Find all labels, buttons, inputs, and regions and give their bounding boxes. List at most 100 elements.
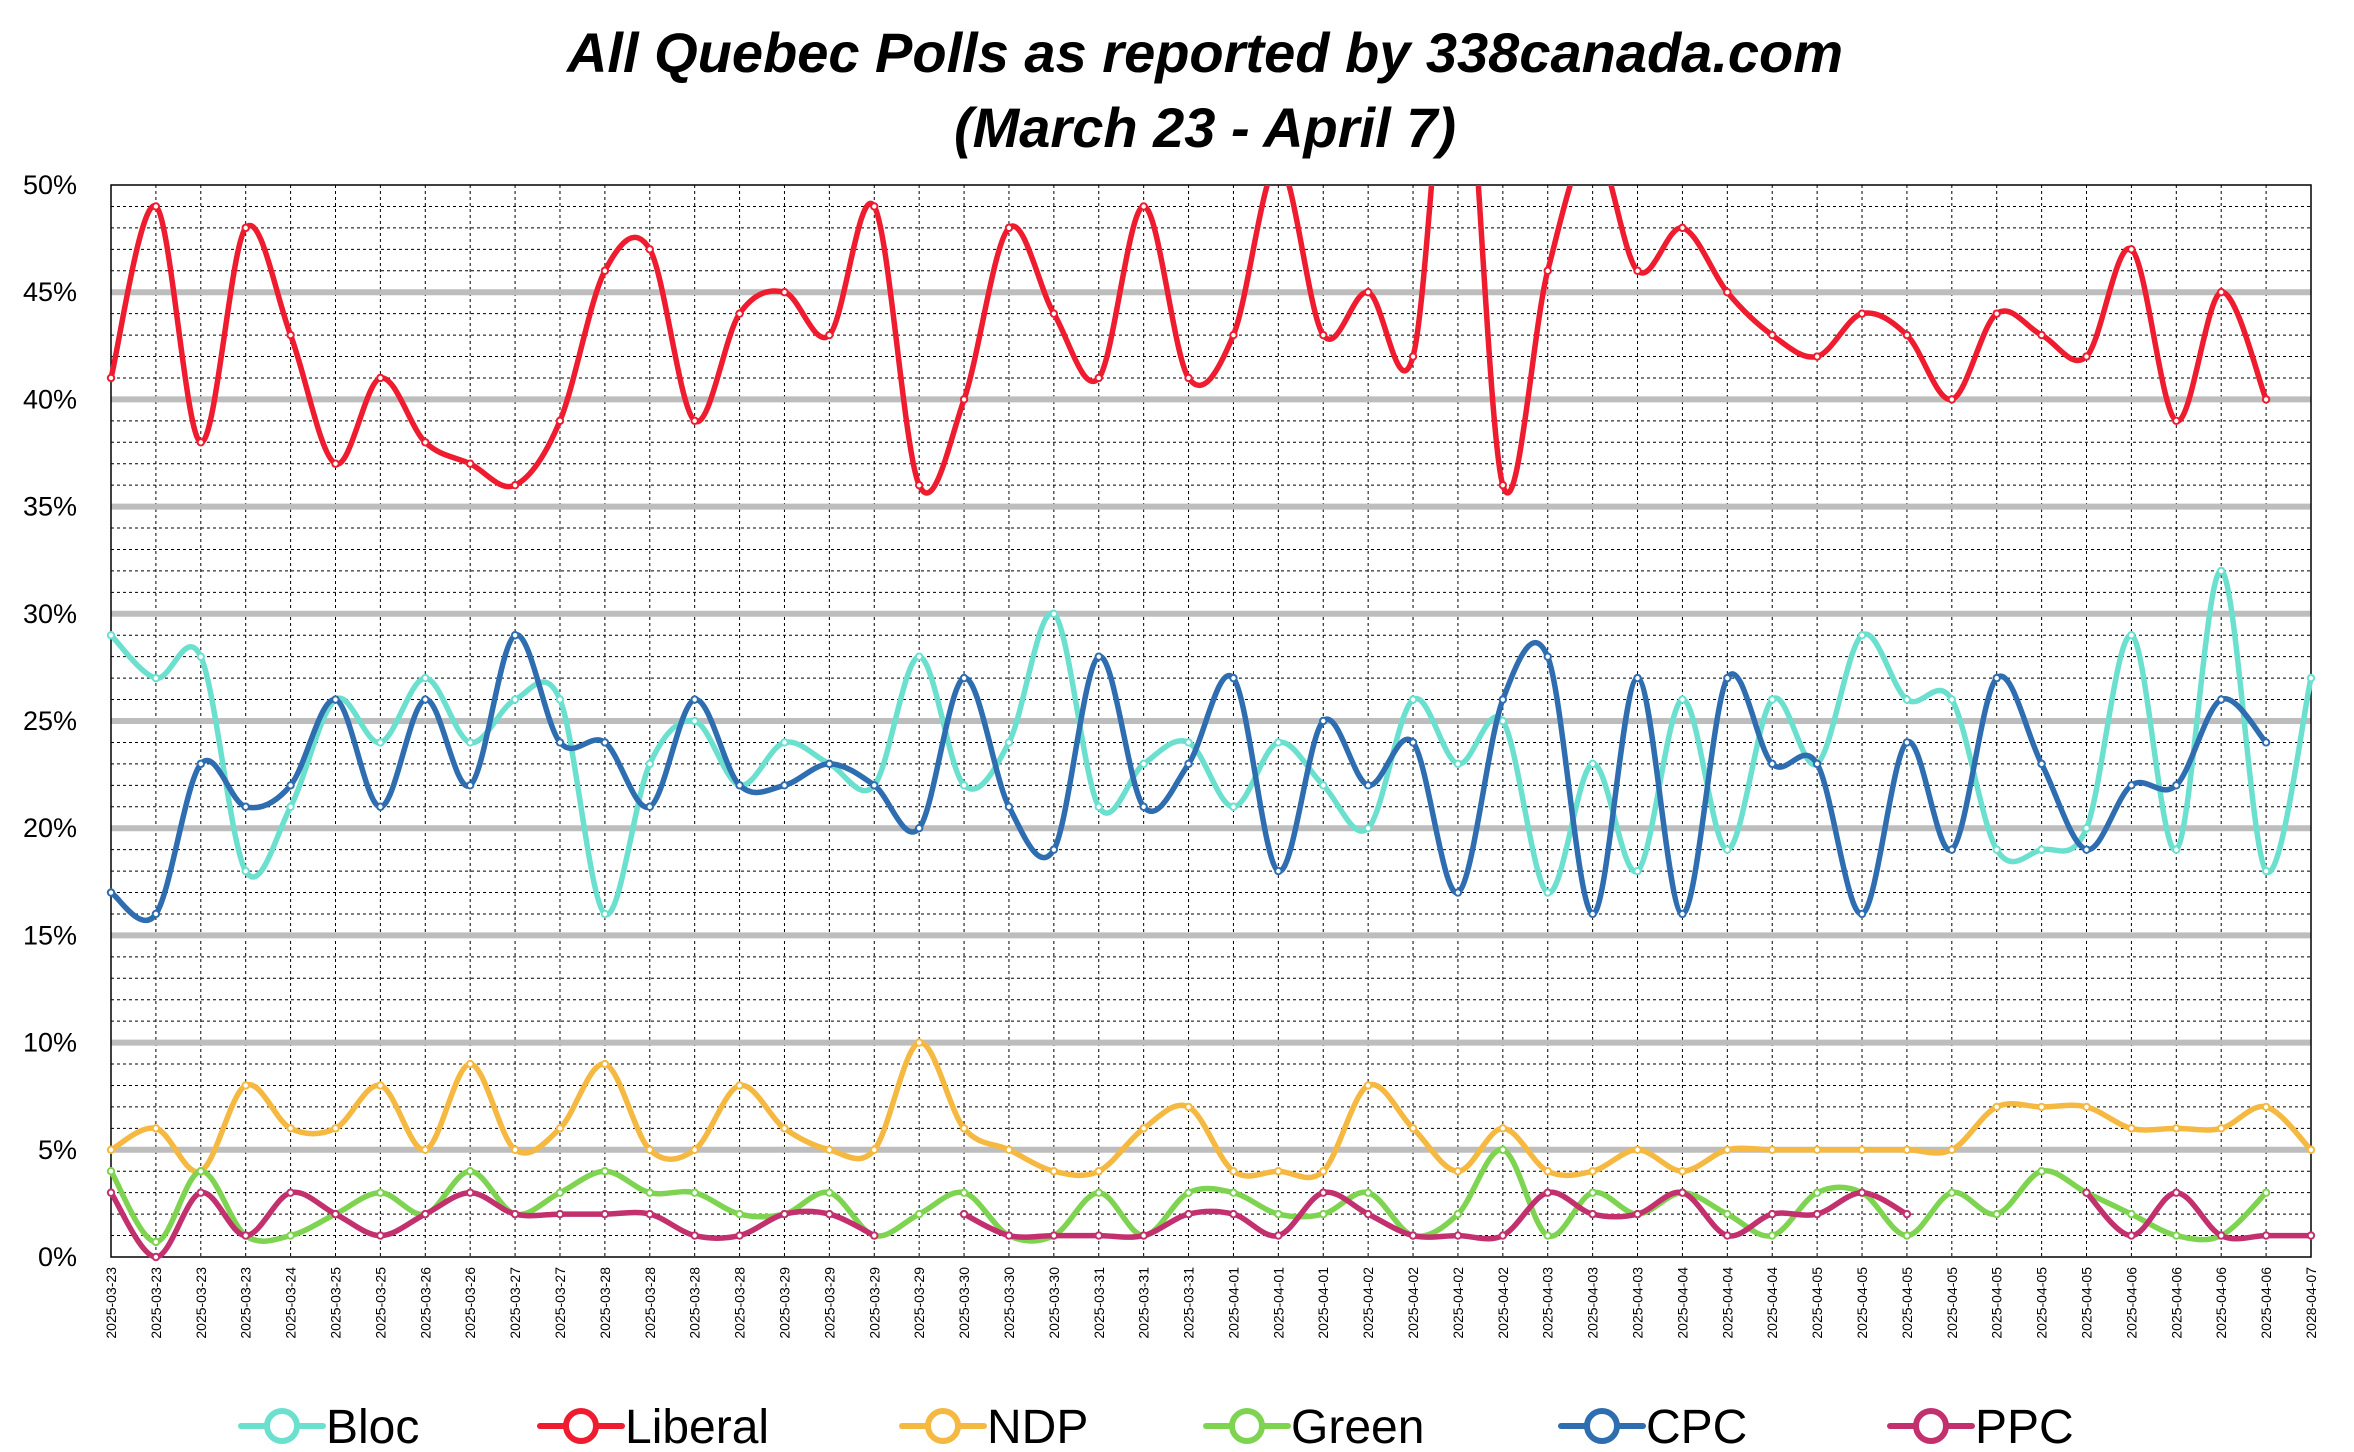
x-tick-label: 2025-04-05	[1809, 1267, 1825, 1339]
series-line-bloc	[108, 568, 2314, 917]
legend-swatch-marker	[563, 1408, 599, 1444]
data-point-ndp	[1498, 1124, 1508, 1133]
x-tick-label: 2025-04-02	[1495, 1267, 1511, 1339]
data-point-liberal	[465, 459, 475, 468]
data-point-liberal	[1049, 309, 1059, 318]
data-point-ndp	[1363, 1081, 1373, 1090]
series-bloc	[106, 566, 2316, 919]
data-point-liberal	[1768, 330, 1777, 340]
data-point-bloc	[1857, 631, 1867, 640]
x-tick-label: 2025-04-03	[1540, 1267, 1556, 1339]
x-tick-label: 2025-04-02	[1360, 1267, 1376, 1339]
data-point-ppc	[1857, 1188, 1867, 1197]
legend-swatch-marker	[264, 1408, 300, 1444]
legend-item-ppc: PPC	[1887, 1401, 2074, 1452]
x-tick-label: 2025-04-05	[1854, 1267, 1870, 1339]
series-line-ppc	[2083, 1189, 2314, 1242]
data-point-cpc	[825, 759, 834, 769]
legend-swatch-marker	[1584, 1408, 1620, 1444]
data-point-green	[2261, 1188, 2271, 1197]
data-point-cpc	[870, 781, 879, 790]
data-point-ndp	[465, 1059, 475, 1069]
data-point-liberal	[735, 309, 744, 318]
data-point-ndp	[2306, 1145, 2316, 1155]
x-tick-label: 2025-04-04	[1764, 1267, 1780, 1339]
data-point-bloc	[600, 909, 610, 919]
data-point-cpc	[421, 695, 430, 704]
data-point-green	[1902, 1231, 1912, 1240]
x-tick-label: 2025-03-25	[372, 1267, 388, 1339]
data-point-bloc	[914, 652, 924, 661]
x-tick-label: 2025-03-23	[148, 1267, 164, 1339]
data-point-ppc	[510, 1209, 520, 1219]
data-point-bloc	[645, 759, 654, 769]
data-point-liberal	[1229, 330, 1238, 340]
data-point-ndp	[2217, 1124, 2226, 1133]
data-point-ppc	[1723, 1231, 1732, 1240]
grid	[110, 184, 2312, 1258]
data-point-bloc	[555, 695, 565, 704]
data-point-cpc	[780, 781, 789, 790]
y-tick-label: 5%	[38, 1135, 77, 1165]
data-point-cpc	[1184, 759, 1193, 769]
data-point-bloc	[1274, 738, 1283, 747]
data-point-liberal	[1633, 266, 1642, 275]
data-point-cpc	[1633, 673, 1642, 683]
x-tick-label: 2025-04-06	[2123, 1267, 2139, 1339]
data-point-ndp	[2261, 1102, 2271, 1112]
data-point-liberal	[2037, 330, 2046, 340]
data-point-ndp	[1633, 1145, 1642, 1155]
x-tick-label: 2025-04-01	[1315, 1267, 1331, 1339]
data-point-bloc	[1498, 716, 1508, 726]
data-point-liberal	[376, 373, 385, 383]
data-point-cpc	[1812, 759, 1822, 769]
data-point-bloc	[151, 673, 161, 683]
data-point-cpc	[914, 824, 924, 833]
data-point-cpc	[151, 909, 161, 919]
data-point-ndp	[600, 1059, 610, 1069]
data-point-bloc	[510, 695, 520, 704]
series-liberal	[106, 160, 2271, 496]
series-ppc	[106, 1188, 2316, 1262]
data-point-ppc	[2261, 1231, 2271, 1240]
data-point-liberal	[2127, 245, 2136, 254]
data-point-ppc	[600, 1209, 610, 1219]
data-point-bloc	[465, 738, 475, 747]
data-point-ndp	[645, 1145, 654, 1155]
data-point-cpc	[1049, 845, 1059, 854]
x-tick-label: 2025-04-02	[1405, 1267, 1421, 1339]
x-tick-label: 2025-04-06	[2168, 1267, 2184, 1339]
data-point-liberal	[2082, 352, 2091, 361]
legend-label: PPC	[1975, 1401, 2074, 1452]
data-point-bloc	[1947, 695, 1957, 704]
data-point-ndp	[1543, 1167, 1552, 1176]
series-cpc	[106, 631, 2271, 924]
data-point-bloc	[1633, 866, 1642, 876]
data-point-green	[600, 1167, 610, 1176]
data-point-ppc	[645, 1209, 654, 1219]
data-point-green	[465, 1167, 475, 1176]
series-lines	[106, 160, 2316, 1262]
data-point-ndp	[151, 1124, 161, 1133]
data-point-cpc	[555, 738, 565, 747]
x-tick-label: 2025-03-27	[552, 1267, 568, 1339]
x-tick-label: 2025-04-01	[1225, 1267, 1241, 1339]
data-point-ndp	[1723, 1145, 1732, 1155]
data-point-ndp	[1408, 1124, 1418, 1133]
data-point-bloc	[286, 802, 295, 811]
data-point-bloc	[1004, 738, 1014, 747]
y-tick-label: 50%	[23, 170, 77, 200]
x-tick-label: 2025-03-23	[238, 1267, 254, 1339]
data-point-green	[555, 1188, 565, 1197]
data-point-bloc	[2261, 866, 2271, 876]
x-tick-label: 2025-04-02	[1450, 1267, 1466, 1339]
data-point-liberal	[1902, 330, 1912, 340]
data-point-cpc	[600, 738, 610, 747]
data-point-green	[1453, 1209, 1463, 1219]
data-point-green	[690, 1188, 699, 1197]
data-point-ppc	[331, 1209, 340, 1219]
data-point-ndp	[959, 1124, 969, 1133]
data-point-green	[1094, 1188, 1103, 1197]
data-point-bloc	[1229, 802, 1238, 811]
data-point-liberal	[1275, 160, 1281, 166]
